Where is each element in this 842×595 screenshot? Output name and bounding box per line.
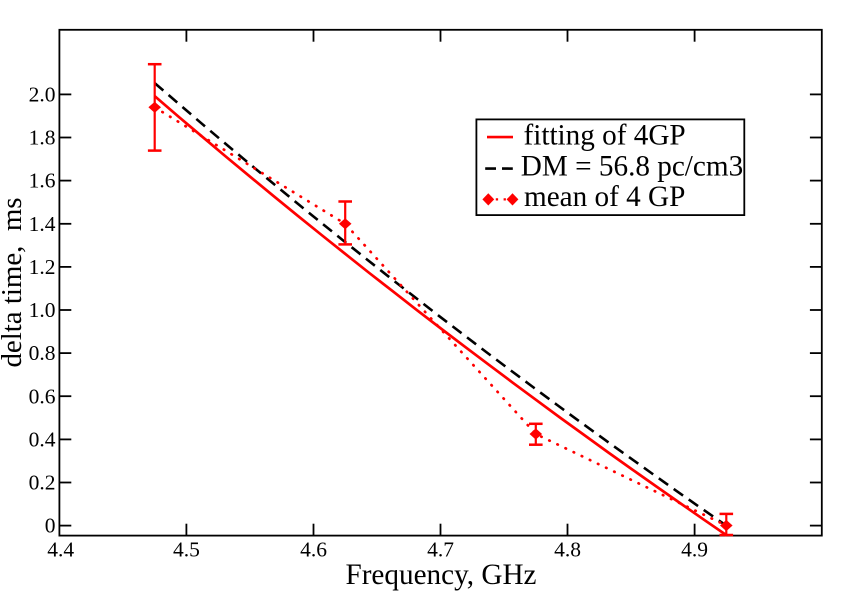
svg-text:4.7: 4.7 <box>427 538 454 562</box>
svg-text:1.8: 1.8 <box>29 126 56 150</box>
svg-text:1.0: 1.0 <box>29 298 56 322</box>
svg-text:0: 0 <box>45 514 56 538</box>
svg-text:0.4: 0.4 <box>29 428 56 452</box>
svg-text:4.6: 4.6 <box>300 538 327 562</box>
svg-text:0.2: 0.2 <box>29 471 56 495</box>
svg-text:1.2: 1.2 <box>29 255 56 279</box>
svg-text:0.6: 0.6 <box>29 384 56 408</box>
svg-text:0.8: 0.8 <box>29 341 56 365</box>
svg-text:Frequency, GHz: Frequency, GHz <box>345 559 536 591</box>
svg-text:mean of 4 GP: mean of 4 GP <box>524 181 685 213</box>
svg-text:2.0: 2.0 <box>29 83 56 107</box>
svg-text:4.4: 4.4 <box>47 538 74 562</box>
svg-text:1.6: 1.6 <box>29 169 56 193</box>
svg-text:4.5: 4.5 <box>173 538 200 562</box>
svg-text:fitting of 4GP: fitting of 4GP <box>524 120 686 152</box>
svg-text:4.9: 4.9 <box>681 538 708 562</box>
svg-text:4.8: 4.8 <box>554 538 581 562</box>
svg-text:1.4: 1.4 <box>29 212 56 236</box>
svg-text:delta time, ms: delta time, ms <box>0 197 28 367</box>
svg-text:DM = 56.8 pc/cm3: DM = 56.8 pc/cm3 <box>521 150 743 182</box>
